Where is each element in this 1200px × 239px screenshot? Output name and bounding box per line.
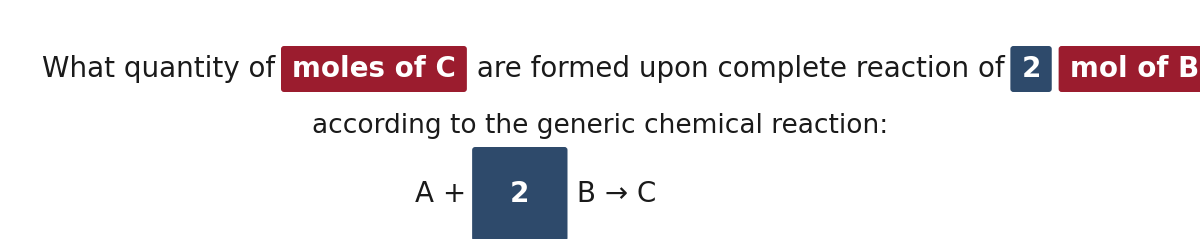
Text: A +: A + bbox=[415, 180, 475, 208]
Text: are formed upon complete reaction of: are formed upon complete reaction of bbox=[468, 55, 1013, 83]
Text: moles of C: moles of C bbox=[292, 55, 456, 83]
Text: B → C: B → C bbox=[569, 180, 656, 208]
Text: mol of B: mol of B bbox=[1069, 55, 1199, 83]
FancyBboxPatch shape bbox=[1010, 46, 1051, 92]
FancyBboxPatch shape bbox=[281, 46, 467, 92]
FancyBboxPatch shape bbox=[1058, 46, 1200, 92]
Text: 2: 2 bbox=[510, 180, 529, 208]
Text: 2: 2 bbox=[1021, 55, 1040, 83]
Text: according to the generic chemical reaction:: according to the generic chemical reacti… bbox=[312, 113, 888, 139]
Text: What quantity of: What quantity of bbox=[42, 55, 284, 83]
FancyBboxPatch shape bbox=[472, 147, 568, 239]
